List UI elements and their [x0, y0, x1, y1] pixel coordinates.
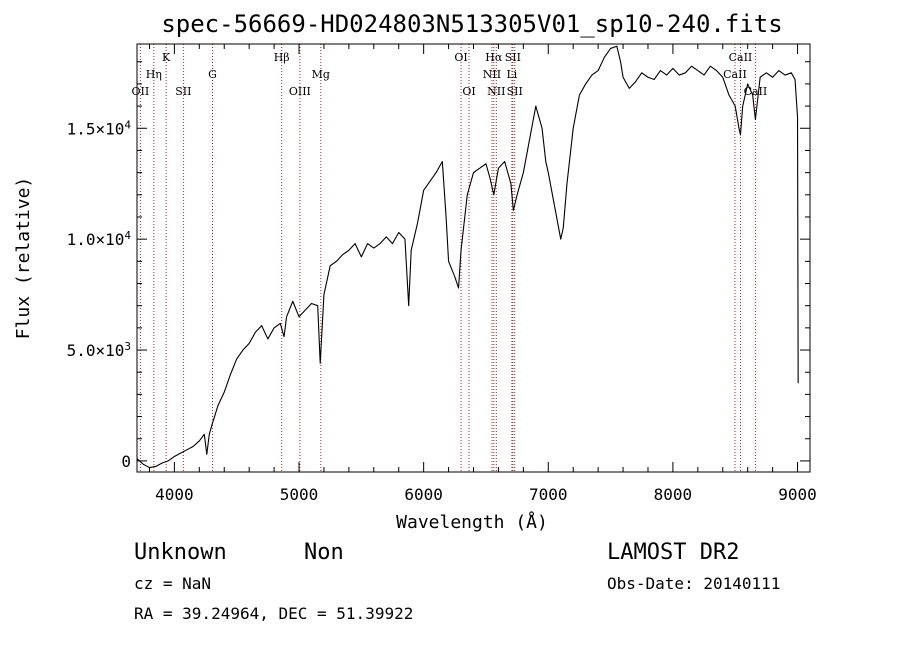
spectral-line-labels: OIIHηKSIIGHβOIIIMgOIOIHαNIINIISIILiSIICa…	[132, 51, 768, 98]
spectral-line-label-13: NII	[487, 85, 505, 98]
x-tick-label-1: 4000	[155, 485, 194, 504]
series-group	[136, 45, 799, 469]
x-tick-label-3: 6000	[404, 485, 443, 504]
survey-label: LAMOST DR2	[607, 540, 739, 565]
y-tick-label-1: 0	[121, 452, 131, 471]
redshift-label: cz = NaN	[134, 574, 211, 593]
spectral-line-label-14: SII	[505, 51, 521, 64]
spectral-line-label-1: OII	[132, 85, 150, 98]
spectral-line-label-6: Hβ	[274, 51, 290, 64]
y-axis-ticks	[137, 61, 810, 462]
spectral-line-label-4: SII	[175, 85, 191, 98]
y-axis-title: Flux (relative)	[13, 177, 34, 340]
spectral-line-label-3: K	[162, 51, 171, 64]
spectral-line-label-9: OI	[454, 51, 467, 64]
y-tick-label-2: 5.0×103	[67, 340, 131, 361]
plot-title: spec-56669-HD024803N513305V01_sp10-240.f…	[161, 10, 782, 38]
x-tick-label-5: 8000	[654, 485, 693, 504]
spectral-line-label-7: OIII	[289, 85, 311, 98]
spectral-line-label-5: G	[208, 68, 217, 81]
spectral-line-markers	[139, 44, 756, 472]
x-tick-label-2: 5000	[280, 485, 319, 504]
coordinates-label: RA = 39.24964, DEC = 51.39922	[134, 604, 413, 623]
y-axis-tick-labels: 0 5.0×103 1.0×104 1.5×104	[67, 118, 132, 471]
spectral-line-label-15: Li	[506, 68, 517, 81]
spectrum-series-1	[136, 45, 799, 469]
spectral-line-label-11: Hα	[485, 51, 503, 64]
y-tick-label-3: 1.0×104	[67, 229, 132, 250]
spectral-line-label-2: Hη	[146, 68, 162, 81]
obs-date-label: Obs-Date: 20140111	[607, 574, 780, 593]
x-tick-label-6: 9000	[778, 485, 817, 504]
y-tick-label-4: 1.5×104	[67, 118, 132, 139]
spectral-line-label-12: NII	[483, 68, 501, 81]
spectral-line-label-10: OI	[462, 85, 475, 98]
object-subclass-label: Non	[304, 540, 344, 565]
x-tick-label-4: 7000	[529, 485, 568, 504]
plot-frame	[136, 43, 811, 473]
x-axis-title: Wavelength (Å)	[396, 511, 548, 533]
spectral-line-label-8: Mg	[312, 68, 330, 81]
x-axis-tick-labels: 4000 5000 6000 7000 8000 9000	[155, 485, 817, 504]
object-class-label: Unknown	[134, 540, 227, 565]
spectral-line-label-17: CaII	[729, 51, 753, 64]
spectral-line-label-18: CaII	[723, 68, 747, 81]
spectral-line-label-16: SII	[507, 85, 523, 98]
x-axis-ticks	[148, 44, 799, 472]
